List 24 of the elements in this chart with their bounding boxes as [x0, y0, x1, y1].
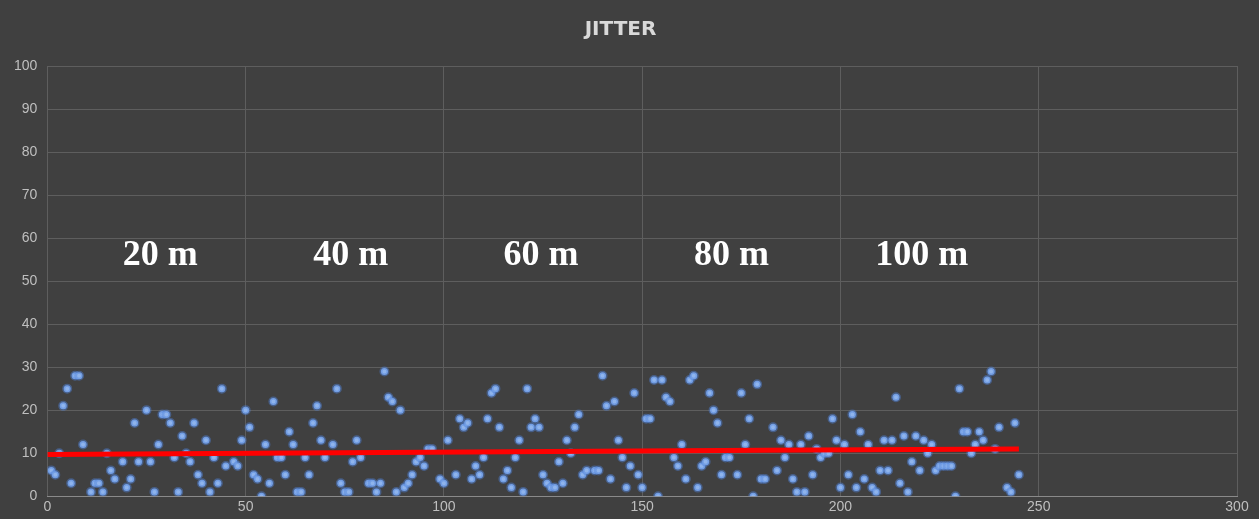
x-tick-label: 150 [630, 498, 655, 515]
x-tick-label: 100 [432, 498, 456, 515]
y-tick-label: 10 [21, 444, 38, 461]
y-tick-label: 90 [21, 99, 38, 116]
x-tick-label: 0 [43, 498, 52, 515]
y-tick-label: 100 [14, 56, 38, 73]
y-tick-label: 60 [21, 228, 38, 245]
annotation: 80 m [693, 232, 769, 273]
y-tick-label: 70 [21, 185, 38, 202]
y-tick-label: 0 [29, 487, 38, 504]
y-tick-label: 80 [21, 142, 38, 159]
x-tick-label: 300 [1225, 498, 1249, 515]
y-tick-label: 40 [21, 314, 38, 331]
y-tick-label: 20 [21, 401, 38, 418]
annotation: 60 m [503, 232, 579, 273]
annotation: 20 m [122, 232, 198, 273]
chart-title: JITTER [582, 16, 657, 41]
x-tick-label: 50 [237, 498, 254, 515]
y-tick-label: 30 [21, 358, 38, 374]
y-tick-label: 50 [21, 271, 38, 288]
annotation: 40 m [313, 232, 389, 273]
x-tick-label: 250 [1027, 498, 1051, 515]
x-tick-label: 200 [828, 498, 853, 515]
annotation: 100 m [875, 232, 969, 273]
